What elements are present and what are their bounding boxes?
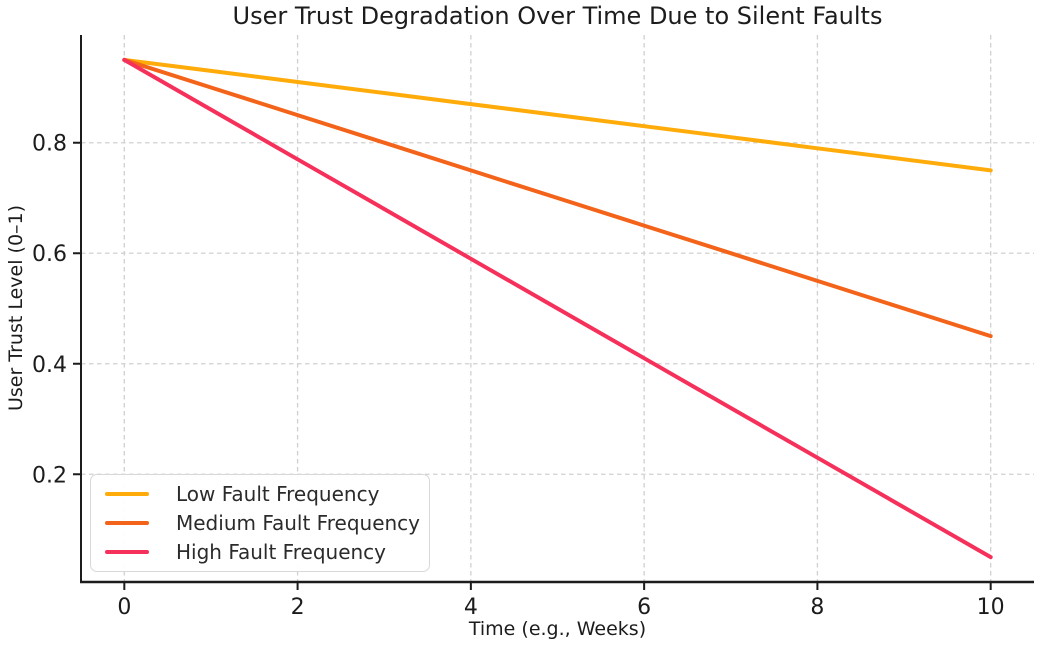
x-tick-label: 10 <box>977 595 1005 620</box>
x-tick-label: 8 <box>810 595 824 620</box>
legend-swatch-medium-fault-line <box>105 520 149 525</box>
legend-swatch-low-fault-line <box>105 492 149 497</box>
series-line-medium-fault-frequency <box>122 57 993 339</box>
series-line-high-fault-frequency <box>122 57 993 560</box>
legend-label-low-fault: Low Fault Frequency <box>176 482 380 507</box>
legend-label-medium-fault: Medium Fault Frequency <box>176 510 421 535</box>
legend-item-low-fault: Low Fault Frequency <box>105 482 419 506</box>
chart-title: User Trust Degradation Over Time Due to … <box>232 2 883 30</box>
y-tick-label: 0.2 <box>32 463 67 488</box>
legend: Low Fault Frequency Medium Fault Frequen… <box>90 474 430 572</box>
x-tick-label: 0 <box>117 595 131 620</box>
legend-swatch-high-fault-line <box>105 549 149 554</box>
y-tick-label: 0.8 <box>32 132 67 157</box>
y-tick-label: 0.6 <box>32 242 67 267</box>
x-tick-label: 2 <box>291 595 305 620</box>
series-line-low-fault-frequency <box>122 57 993 173</box>
legend-item-medium-fault: Medium Fault Frequency <box>105 510 421 535</box>
legend-label-high-fault: High Fault Frequency <box>176 539 386 564</box>
y-tick-label: 0.4 <box>32 353 67 378</box>
x-axis-label: Time (e.g., Weeks) <box>468 618 647 640</box>
x-tick-label: 6 <box>637 595 651 620</box>
x-tick-label: 4 <box>464 595 478 620</box>
legend-item-high-fault: High Fault Frequency <box>105 540 419 564</box>
